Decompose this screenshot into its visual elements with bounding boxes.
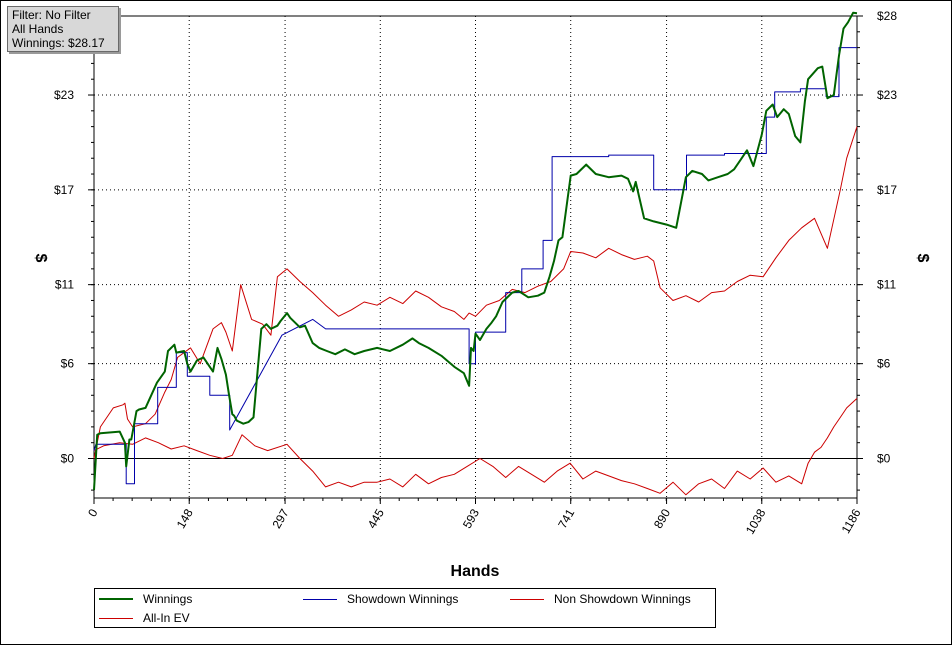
legend-swatch — [510, 598, 544, 600]
legend-label: Non Showdown Winnings — [554, 592, 691, 606]
x-tick-label: 593 — [460, 506, 482, 531]
y-tick-label-right: $28 — [877, 9, 897, 23]
x-tick-label: 148 — [174, 506, 196, 531]
axis-ticks — [88, 15, 863, 504]
x-tick-label: 0 — [85, 506, 101, 519]
x-tick-label: 1186 — [839, 506, 864, 536]
x-axis-title: Hands — [451, 563, 500, 580]
x-tick-label: 741 — [555, 506, 577, 531]
filter-text: Filter: No Filter — [12, 8, 91, 22]
legend-item-allin-ev: All-In EV — [99, 610, 190, 626]
x-tick-label: 1038 — [743, 506, 769, 536]
x-tick-label: 297 — [270, 506, 292, 531]
x-tick-label: 890 — [651, 506, 673, 531]
series-line-winnings — [93, 11, 858, 491]
legend-swatch — [99, 617, 133, 619]
tick-labels: 0 148 297 445 593 741 890 1038 1186 $0 $0 $6 $6 $11 $1… — [54, 9, 897, 537]
y-tick-label-left: $23 — [54, 88, 74, 102]
legend-label: All-In EV — [143, 611, 190, 625]
y-tick-label-right: $6 — [877, 357, 891, 371]
y-tick-label-right: $23 — [877, 88, 897, 102]
series-line-all-in-ev — [93, 126, 858, 459]
y-axis-title-right: $ — [914, 254, 931, 263]
y-tick-label-right: $17 — [877, 183, 897, 197]
y-tick-label-left: $11 — [55, 278, 74, 292]
winnings-text: Winnings: $28.17 — [12, 36, 105, 50]
legend-item-non-showdown: Non Showdown Winnings — [510, 591, 691, 607]
x-tick-label: 445 — [365, 506, 387, 531]
y-axis-title-left: $ — [32, 254, 49, 263]
legend-label: Winnings — [143, 592, 193, 606]
grid — [93, 15, 858, 499]
hands-text: All Hands — [12, 22, 64, 36]
y-tick-label-left: $0 — [61, 451, 75, 465]
series-line-non-showdown-winnings — [93, 398, 858, 496]
legend-label: Showdown Winnings — [347, 592, 459, 606]
y-tick-label-right: $0 — [877, 451, 891, 465]
legend-swatch — [99, 598, 133, 600]
series-lines — [93, 11, 858, 496]
y-tick-label-left: $6 — [61, 357, 75, 371]
legend: Winnings Showdown Winnings Non Showdown … — [94, 588, 716, 628]
y-tick-label-left: $17 — [54, 183, 74, 197]
legend-item-showdown: Showdown Winnings — [303, 591, 458, 607]
y-tick-label-right: $11 — [877, 278, 896, 292]
legend-swatch — [303, 598, 337, 600]
legend-item-winnings: Winnings — [99, 591, 192, 607]
series-line-showdown-winnings — [93, 47, 857, 485]
filter-info-box: Filter: No Filter All Hands Winnings: $2… — [7, 6, 119, 52]
